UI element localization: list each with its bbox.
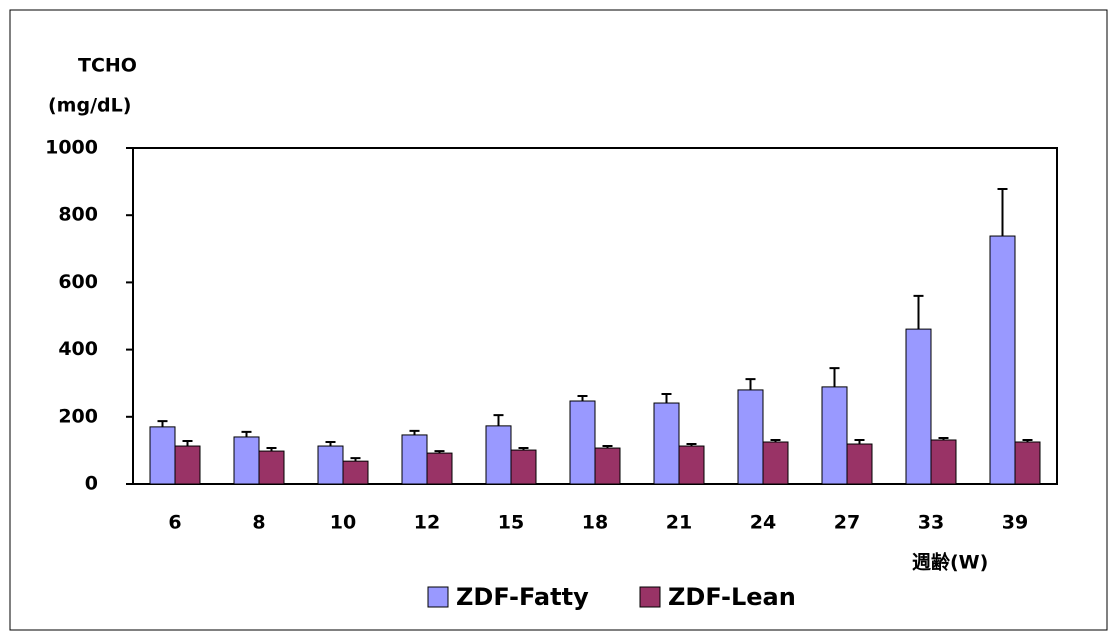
legend-label: ZDF-Lean bbox=[668, 583, 796, 611]
error-bar bbox=[350, 457, 361, 462]
error-bar bbox=[493, 414, 504, 426]
bar bbox=[401, 434, 428, 485]
bar bbox=[510, 449, 537, 485]
error-bar bbox=[686, 443, 697, 447]
x-tick-label: 27 bbox=[834, 512, 860, 534]
bar bbox=[426, 452, 453, 485]
bar bbox=[905, 328, 932, 485]
error-bar bbox=[938, 436, 949, 440]
x-tick-label: 8 bbox=[252, 512, 265, 534]
error-bar bbox=[157, 420, 168, 427]
x-tick-label: 21 bbox=[666, 512, 692, 534]
bar bbox=[233, 436, 260, 485]
y-tick-label: 1000 bbox=[45, 137, 98, 159]
x-tick-label: 39 bbox=[1002, 512, 1028, 534]
error-bar bbox=[829, 367, 840, 387]
bar bbox=[989, 235, 1016, 485]
bar bbox=[174, 445, 201, 485]
bar bbox=[317, 445, 344, 485]
error-bar bbox=[854, 438, 865, 445]
error-bar bbox=[409, 429, 420, 435]
y-tick-label: 600 bbox=[58, 271, 98, 293]
legend-swatch bbox=[427, 586, 449, 608]
x-tick-label: 24 bbox=[750, 512, 776, 534]
bar bbox=[569, 400, 596, 485]
bar bbox=[846, 443, 873, 485]
bar bbox=[149, 426, 176, 485]
error-bar bbox=[913, 294, 924, 330]
bar bbox=[258, 450, 285, 485]
bar bbox=[737, 389, 764, 485]
bar bbox=[1014, 441, 1041, 485]
y-tick-label: 800 bbox=[58, 204, 98, 226]
bar bbox=[594, 447, 621, 485]
x-tick-label: 6 bbox=[168, 512, 181, 534]
y-axis-label: TCHO bbox=[78, 55, 137, 77]
error-bar bbox=[518, 447, 529, 451]
x-tick-label: 33 bbox=[918, 512, 944, 534]
x-tick-label: 18 bbox=[582, 512, 608, 534]
bar bbox=[821, 386, 848, 485]
x-tick-label: 12 bbox=[414, 512, 440, 534]
error-bar bbox=[182, 439, 193, 447]
error-bar bbox=[997, 187, 1008, 237]
error-bar bbox=[1022, 438, 1033, 442]
y-axis-label: (mg/dL) bbox=[48, 95, 131, 117]
bar bbox=[678, 445, 705, 485]
error-bar bbox=[241, 430, 252, 437]
error-bar bbox=[577, 394, 588, 402]
error-bar bbox=[661, 392, 672, 404]
y-tick-label: 200 bbox=[58, 405, 98, 427]
bar bbox=[485, 425, 512, 485]
legend-swatch bbox=[639, 586, 661, 608]
x-tick-label: 15 bbox=[498, 512, 524, 534]
bar bbox=[762, 441, 789, 485]
legend-label: ZDF-Fatty bbox=[456, 583, 589, 611]
x-axis-label: 週齢(W) bbox=[912, 551, 988, 574]
error-bar bbox=[434, 450, 445, 454]
error-bar bbox=[745, 378, 756, 390]
error-bar bbox=[602, 445, 613, 449]
error-bar bbox=[325, 441, 336, 447]
bar bbox=[653, 402, 680, 485]
bar bbox=[342, 460, 369, 485]
x-tick-label: 10 bbox=[330, 512, 356, 534]
y-tick-label: 400 bbox=[58, 338, 98, 360]
y-tick-label: 0 bbox=[85, 473, 98, 495]
bar bbox=[930, 439, 957, 485]
error-bar bbox=[770, 438, 781, 442]
error-bar bbox=[266, 447, 277, 452]
